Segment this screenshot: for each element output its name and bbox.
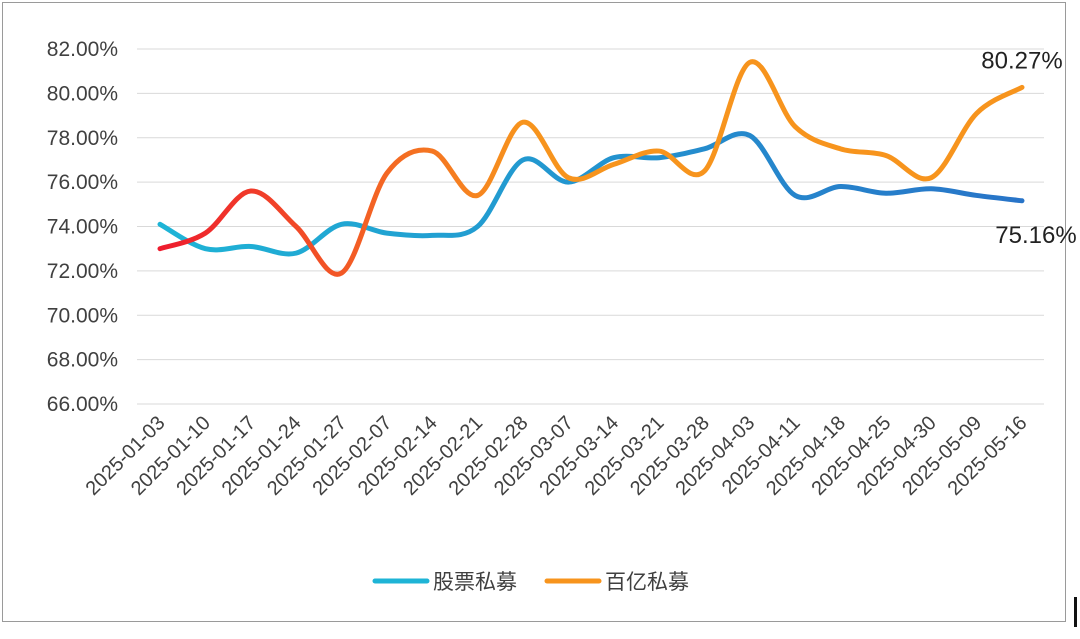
y-tick-label: 66.00%: [47, 393, 118, 416]
series-lines: [157, 59, 1025, 277]
y-tick-label: 70.00%: [47, 304, 118, 327]
legend-item-stock-private-funds: 股票私募: [372, 570, 517, 594]
y-tick-label: 72.00%: [47, 260, 118, 283]
y-tick-label: 82.00%: [47, 38, 118, 61]
legend-item-tens-of-billions-private-funds: 百亿私募: [544, 570, 689, 594]
y-tick-label: 76.00%: [47, 171, 118, 194]
y-tick-label: 68.00%: [47, 349, 118, 372]
data-labels: 80.27% 75.16%: [981, 47, 1076, 248]
y-axis-ticks: 66.00% 68.00% 70.00% 72.00% 74.00% 76.00% 78.0…: [47, 38, 118, 416]
data-label: 75.16%: [995, 222, 1076, 249]
legend-label: 股票私募: [433, 570, 517, 594]
y-tick-label: 80.00%: [47, 82, 118, 105]
text-cursor: [1074, 597, 1077, 627]
y-tick-label: 78.00%: [47, 127, 118, 150]
x-axis-ticks: 2025-01-032025-01-102025-01-172025-01-24…: [82, 412, 1032, 500]
grid-lines: [137, 48, 1044, 405]
legend: 股票私募 百亿私募: [372, 570, 689, 594]
series-line-tens-of-billions-private-funds: [157, 59, 1025, 277]
series-line-stock-private-funds: [157, 131, 1025, 257]
y-tick-label: 74.00%: [47, 216, 118, 239]
legend-label: 百亿私募: [605, 570, 689, 594]
chart-frame: [2, 2, 1066, 622]
data-label: 80.27%: [981, 47, 1062, 74]
